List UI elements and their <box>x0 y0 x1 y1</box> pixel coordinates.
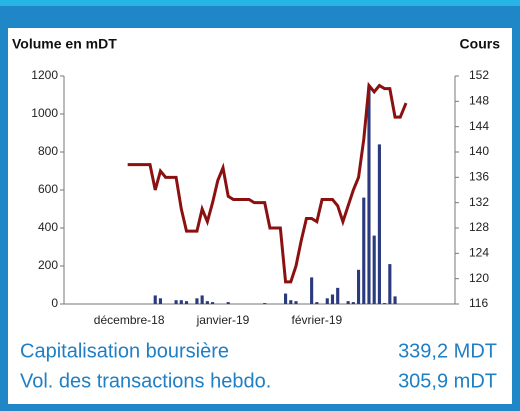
bar <box>179 300 183 304</box>
bar <box>310 277 314 304</box>
x-tick-label: décembre-18 <box>94 313 165 327</box>
bar <box>200 295 204 304</box>
bar <box>263 303 267 304</box>
y-tick-label: 1000 <box>31 106 58 120</box>
footer-label: Capitalisation boursière <box>20 340 229 362</box>
y-tick-label: 0 <box>51 296 58 310</box>
footer-value: 339,2 MDT <box>398 340 497 362</box>
y2-tick-label: 136 <box>469 170 489 184</box>
bar <box>367 85 371 304</box>
y2-tick-label: 140 <box>469 144 489 158</box>
bar <box>226 302 230 304</box>
y-tick-label: 400 <box>38 220 58 234</box>
y-tick-label: 600 <box>38 182 58 196</box>
y-tick-label: 1200 <box>31 68 58 82</box>
bar <box>325 298 329 304</box>
bar <box>158 298 163 304</box>
bar <box>362 197 366 304</box>
y2-tick-label: 128 <box>469 220 489 234</box>
y2-tick-label: 144 <box>469 119 489 133</box>
bar <box>383 303 387 304</box>
y2-tick-label: 148 <box>469 94 489 108</box>
panel <box>8 28 512 404</box>
price-line <box>127 81 408 284</box>
y-tick-label: 200 <box>38 258 58 272</box>
y2-tick-label: 124 <box>469 246 489 260</box>
bar <box>174 300 178 304</box>
y2-tick-label: 116 <box>469 296 488 310</box>
bar <box>351 302 355 304</box>
bar <box>315 302 319 304</box>
bar <box>377 144 381 304</box>
y2-tick-label: 152 <box>469 68 489 82</box>
bar <box>336 287 340 304</box>
bar <box>289 300 293 304</box>
footer-value: 305,9 mDT <box>398 370 497 392</box>
bar <box>356 269 361 304</box>
bar <box>388 264 392 304</box>
y2-axis-title: Cours <box>460 36 501 52</box>
bar <box>346 301 350 304</box>
bar <box>195 298 199 304</box>
x-tick-label: janvier-19 <box>196 313 250 327</box>
footer-label: Vol. des transactions hebdo. <box>20 370 271 392</box>
y-axis-title: Volume en mDT <box>12 36 117 52</box>
bar <box>294 301 298 304</box>
y2-tick-label: 120 <box>469 271 489 285</box>
bar <box>205 301 209 304</box>
bar <box>211 302 215 304</box>
x-tick-label: février-19 <box>292 313 343 327</box>
bar <box>393 296 397 304</box>
bar <box>372 235 376 304</box>
top-strip <box>0 0 520 6</box>
bar <box>330 294 335 304</box>
y2-tick-label: 132 <box>469 195 489 209</box>
y-tick-label: 800 <box>38 144 58 158</box>
bar <box>184 301 189 304</box>
bar <box>153 295 157 304</box>
bar <box>284 293 288 304</box>
